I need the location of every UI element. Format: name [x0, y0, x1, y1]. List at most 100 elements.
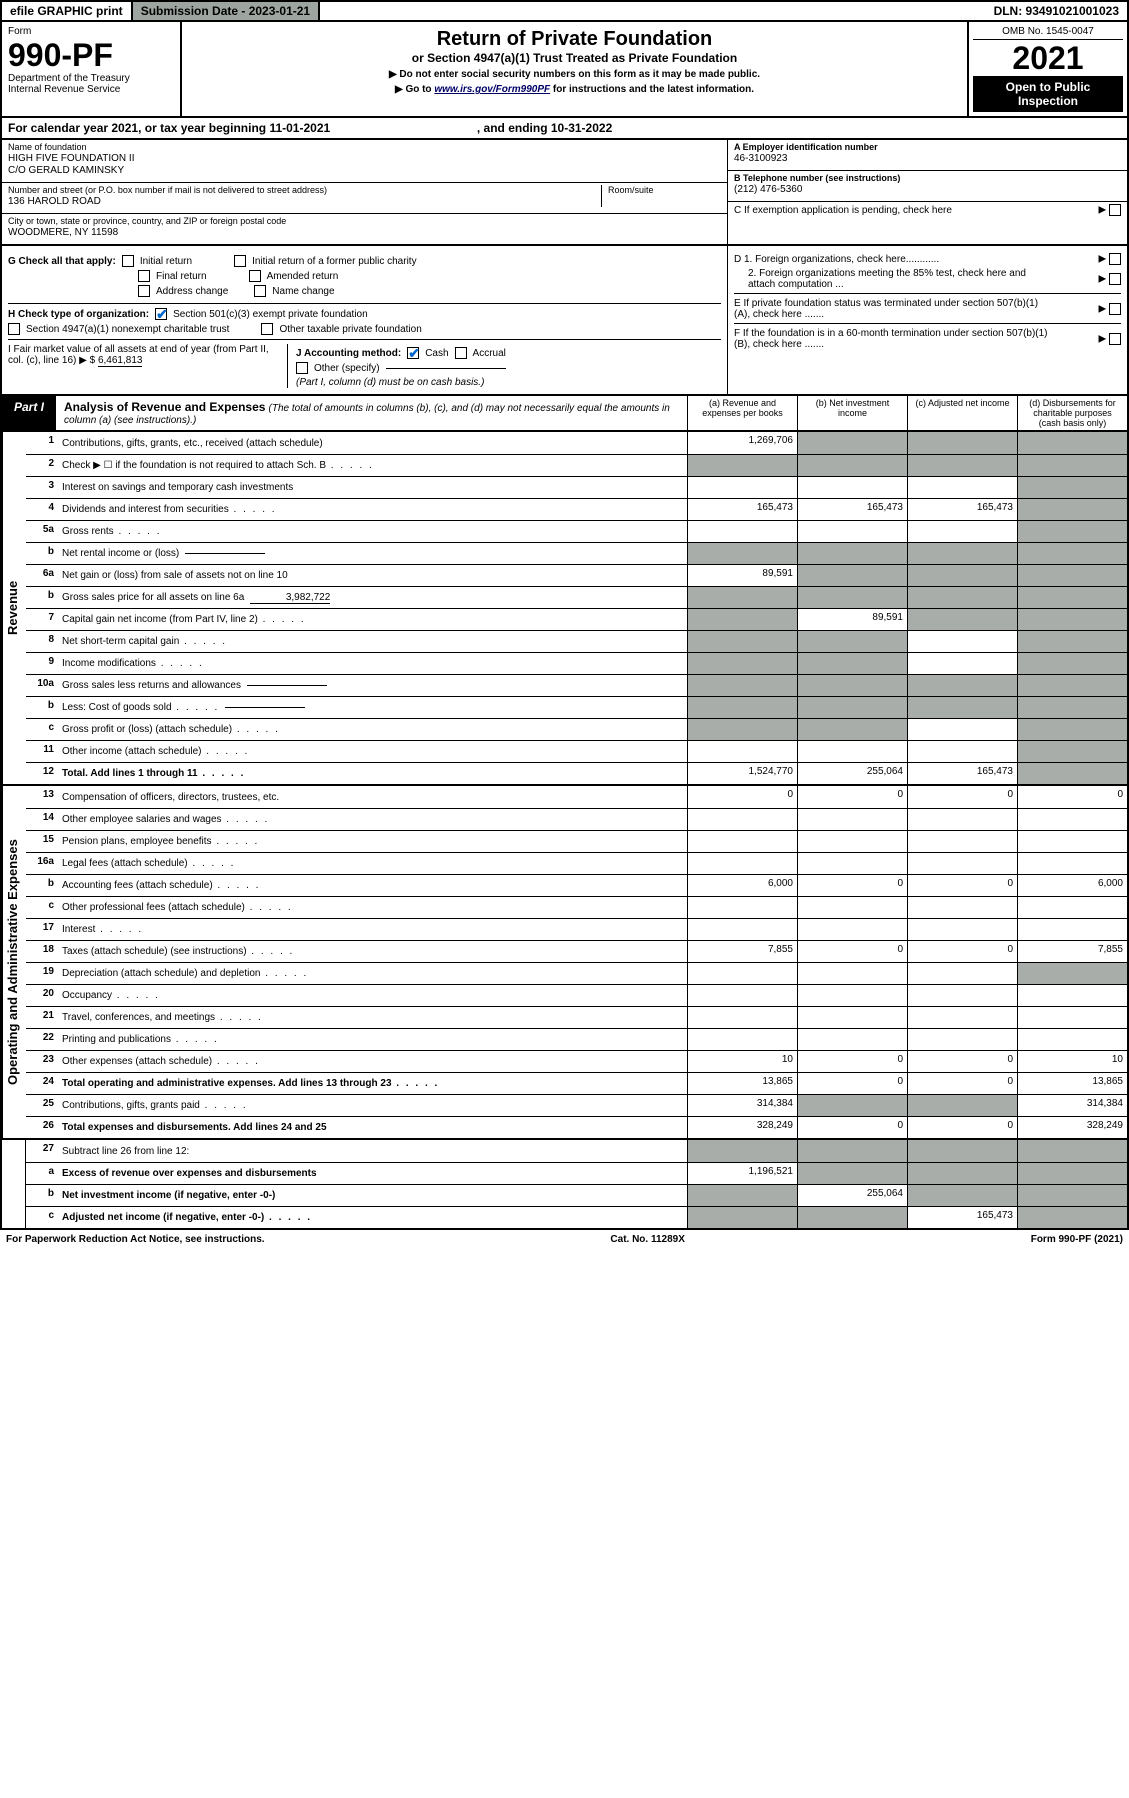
- g-name-change-checkbox[interactable]: [254, 285, 266, 297]
- cell-col-c: [907, 587, 1017, 608]
- cell-col-c: [907, 697, 1017, 718]
- row-description: Contributions, gifts, grants paid: [58, 1095, 687, 1116]
- g-initial-former-label: Initial return of a former public charit…: [252, 256, 417, 267]
- table-row: 17Interest: [26, 918, 1127, 940]
- cell-col-a: [687, 1029, 797, 1050]
- j-accrual-label: Accrual: [473, 348, 506, 359]
- g-initial-former-checkbox[interactable]: [234, 255, 246, 267]
- j-accrual-checkbox[interactable]: [455, 347, 467, 359]
- f-checkbox[interactable]: [1109, 333, 1121, 345]
- h-other-checkbox[interactable]: [261, 323, 273, 335]
- exemption-cell: C If exemption application is pending, c…: [728, 202, 1127, 222]
- cell-col-c: 165,473: [907, 499, 1017, 520]
- g-initial-return-checkbox[interactable]: [122, 255, 134, 267]
- arrow-icon: ▶: [1099, 204, 1121, 216]
- row-number: 24: [26, 1073, 58, 1094]
- table-row: 25Contributions, gifts, grants paid314,3…: [26, 1094, 1127, 1116]
- cell-col-a: 7,855: [687, 941, 797, 962]
- j-other-checkbox[interactable]: [296, 362, 308, 374]
- row-number: 1: [26, 432, 58, 454]
- h-501c3-checkbox[interactable]: [155, 308, 167, 320]
- j-cash-checkbox[interactable]: [407, 347, 419, 359]
- row-number: 21: [26, 1007, 58, 1028]
- h-501c3-label: Section 501(c)(3) exempt private foundat…: [173, 309, 368, 320]
- room-label: Room/suite: [608, 185, 721, 195]
- cell-col-d: [1017, 1007, 1127, 1028]
- row-number: 16a: [26, 853, 58, 874]
- row-description: Total. Add lines 1 through 11: [58, 763, 687, 784]
- g-address-change-checkbox[interactable]: [138, 285, 150, 297]
- d2-checkbox[interactable]: [1109, 273, 1121, 285]
- page-footer: For Paperwork Reduction Act Notice, see …: [0, 1230, 1129, 1249]
- cell-col-a: [687, 809, 797, 830]
- cell-col-a: 1,269,706: [687, 432, 797, 454]
- form-header-left: Form 990-PF Department of the Treasury I…: [2, 22, 182, 116]
- expense-table: Operating and Administrative Expenses 13…: [0, 786, 1129, 1140]
- cell-col-b: [797, 1095, 907, 1116]
- row-description: Taxes (attach schedule) (see instruction…: [58, 941, 687, 962]
- cell-col-b: [797, 719, 907, 740]
- irs-link[interactable]: www.irs.gov/Form990PF: [434, 84, 550, 95]
- row-description: Printing and publications: [58, 1029, 687, 1050]
- cell-col-d: [1017, 985, 1127, 1006]
- table-row: 20Occupancy: [26, 984, 1127, 1006]
- form-number: 990-PF: [8, 39, 174, 71]
- table-row: 16aLegal fees (attach schedule): [26, 852, 1127, 874]
- row-number: 18: [26, 941, 58, 962]
- g-final-return-checkbox[interactable]: [138, 270, 150, 282]
- cell-col-a: [687, 831, 797, 852]
- cell-col-d: [1017, 897, 1127, 918]
- row-description: Other professional fees (attach schedule…: [58, 897, 687, 918]
- g-amended-checkbox[interactable]: [249, 270, 261, 282]
- row-number: 12: [26, 763, 58, 784]
- cell-col-b: 0: [797, 1051, 907, 1072]
- h-4947-checkbox[interactable]: [8, 323, 20, 335]
- cell-col-b: [797, 1007, 907, 1028]
- row-number: 10a: [26, 675, 58, 696]
- e-checkbox[interactable]: [1109, 303, 1121, 315]
- row-description: Other employee salaries and wages: [58, 809, 687, 830]
- cell-col-d: [1017, 1163, 1127, 1184]
- cell-col-d: [1017, 697, 1127, 718]
- cell-col-d: 10: [1017, 1051, 1127, 1072]
- expense-side-label: Operating and Administrative Expenses: [2, 786, 26, 1138]
- row-number: 4: [26, 499, 58, 520]
- efile-print-button[interactable]: efile GRAPHIC print: [2, 2, 133, 20]
- cell-col-b: [797, 985, 907, 1006]
- table-row: 14Other employee salaries and wages: [26, 808, 1127, 830]
- d1-checkbox[interactable]: [1109, 253, 1121, 265]
- table-row: 18Taxes (attach schedule) (see instructi…: [26, 940, 1127, 962]
- dln-label: DLN: 93491021001023: [986, 2, 1127, 20]
- foundation-name-cell: Name of foundation HIGH FIVE FOUNDATION …: [2, 140, 727, 183]
- row-description: Accounting fees (attach schedule): [58, 875, 687, 896]
- footer-right: Form 990-PF (2021): [1031, 1234, 1123, 1245]
- cell-col-c: [907, 1185, 1017, 1206]
- table-row: 9Income modifications: [26, 652, 1127, 674]
- cell-col-d: [1017, 675, 1127, 696]
- row-description: Net short-term capital gain: [58, 631, 687, 652]
- cell-col-a: 89,591: [687, 565, 797, 586]
- table-row: aExcess of revenue over expenses and dis…: [26, 1162, 1127, 1184]
- row-number: 26: [26, 1117, 58, 1138]
- table-row: cAdjusted net income (if negative, enter…: [26, 1206, 1127, 1228]
- row-number: 13: [26, 786, 58, 808]
- cell-col-d: [1017, 631, 1127, 652]
- cell-col-d: [1017, 1140, 1127, 1162]
- open-public-badge: Open to Public Inspection: [973, 76, 1123, 112]
- city-cell: City or town, state or province, country…: [2, 214, 727, 244]
- cell-col-d: [1017, 919, 1127, 940]
- cell-col-b: [797, 831, 907, 852]
- tel-cell: B Telephone number (see instructions) (2…: [728, 171, 1127, 202]
- row-number: 5a: [26, 521, 58, 542]
- d1-label: D 1. Foreign organizations, check here..…: [734, 254, 939, 265]
- cell-col-a: [687, 1140, 797, 1162]
- cell-col-b: [797, 963, 907, 984]
- cell-col-d: [1017, 543, 1127, 564]
- cell-col-c: [907, 455, 1017, 476]
- row-description: Other expenses (attach schedule): [58, 1051, 687, 1072]
- checks-block: G Check all that apply: Initial return I…: [0, 246, 1129, 396]
- cell-col-b: 255,064: [797, 1185, 907, 1206]
- exemption-checkbox[interactable]: [1109, 204, 1121, 216]
- row-number: 15: [26, 831, 58, 852]
- omb-number: OMB No. 1545-0047: [973, 26, 1123, 40]
